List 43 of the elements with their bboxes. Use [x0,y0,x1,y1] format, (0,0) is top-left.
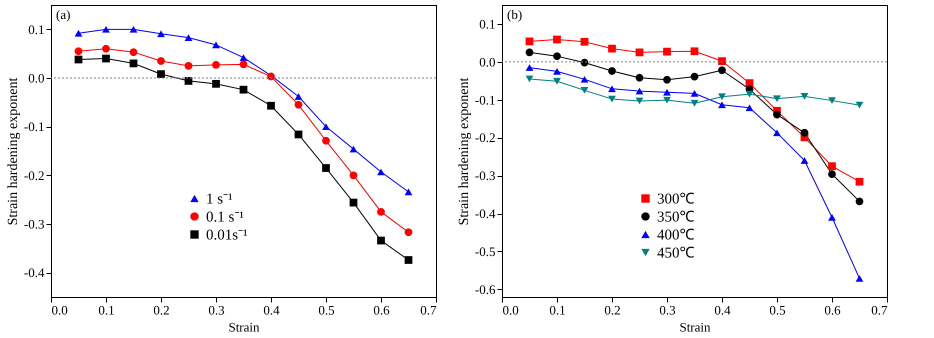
y-tick-label: -0.3 [474,168,496,184]
y-axis-title: Strain hardening exponent [456,78,472,226]
x-tick-label: 0.1 [98,302,115,318]
x-tick-label: 0.5 [769,302,786,318]
y-axis-title: Strain hardening exponent [6,78,21,226]
x-tick-label: 0.2 [153,302,170,318]
y-tick-label: -0.3 [24,216,44,232]
y-tick-label: 0.0 [479,54,496,70]
y-tick-label: -0.2 [474,130,496,146]
y-tick-label: -0.6 [474,282,496,297]
x-tick-label: 0.6 [373,302,390,318]
legend-label: 1 s⁻¹ [206,192,233,208]
y-tick-label: -0.5 [474,244,496,259]
y-tick-label: -0.2 [24,168,44,183]
x-tick-label: 0.3 [659,302,676,318]
y-tick-label: -0.1 [24,119,44,134]
x-tick-label: 0.6 [824,302,842,318]
x-tick-label: 0.1 [549,302,566,318]
legend-label: 450℃ [657,246,694,262]
x-tick-label: 0.7 [871,302,888,318]
legend-label: 0.1 s⁻¹ [206,210,244,226]
x-tick-label: 0.0 [502,302,519,318]
y-tick-label: -0.4 [24,265,45,280]
y-tick-label: 0.0 [28,70,44,86]
x-axis-title: Strain [228,320,260,334]
legend-label: 400℃ [657,228,694,244]
x-tick-label: 0.2 [604,302,621,318]
y-tick-label: -0.1 [474,92,496,108]
annotation: (a) [56,7,70,22]
annotation: (b) [507,7,522,22]
x-axis-title: Strain [679,320,712,334]
x-tick-label: 0.5 [318,302,335,318]
y-tick-label: 0.1 [28,22,44,37]
y-tick-label: 0.1 [479,16,496,32]
legend-label: 350℃ [657,210,694,226]
y-tick-label: -0.4 [474,206,496,222]
x-tick-label: 0.0 [52,302,68,318]
x-tick-label: 0.4 [263,302,280,318]
legend-label: 300℃ [657,192,694,208]
legend-label: 0.01s⁻¹ [206,228,248,244]
x-tick-label: 0.7 [420,302,437,318]
x-tick-label: 0.3 [208,302,225,318]
x-tick-label: 0.4 [714,302,732,318]
